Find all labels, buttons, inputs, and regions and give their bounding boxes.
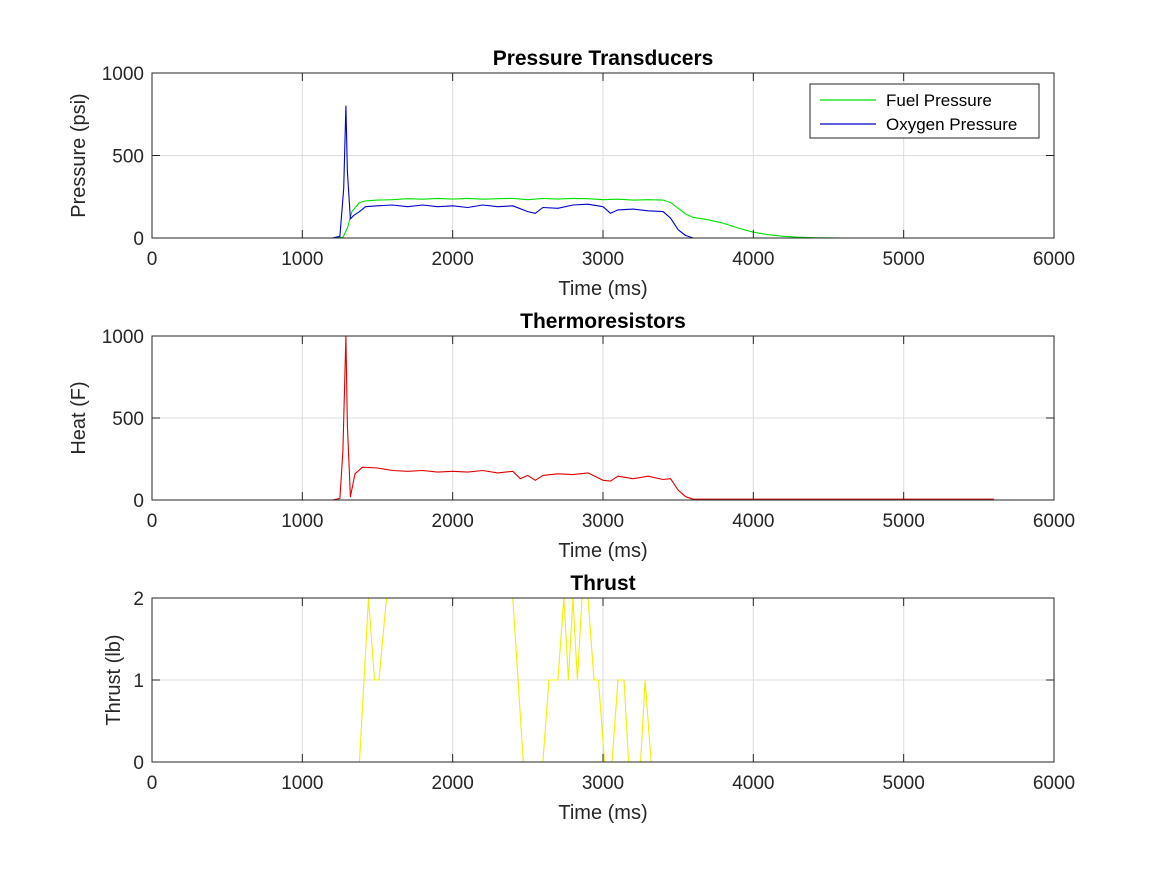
x-tick-label: 1000 bbox=[281, 773, 323, 794]
x-tick-label: 1000 bbox=[281, 511, 323, 532]
legend-box bbox=[809, 83, 1040, 139]
x-tick-label: 2000 bbox=[432, 773, 474, 794]
x-tick-label: 2000 bbox=[432, 511, 474, 532]
series-line-oxygen-pressure bbox=[152, 105, 994, 239]
x-axis-label: Time (ms) bbox=[558, 278, 647, 300]
x-tick-label: 5000 bbox=[883, 773, 925, 794]
series-line-2-1 bbox=[152, 335, 994, 501]
y-tick-label: 1000 bbox=[102, 64, 144, 85]
y-tick-label: 500 bbox=[112, 147, 144, 168]
x-tick-label: 1000 bbox=[281, 249, 323, 270]
x-tick-label: 4000 bbox=[732, 773, 774, 794]
y-tick-label: 500 bbox=[112, 409, 144, 430]
legend-entry: Fuel Pressure bbox=[886, 91, 992, 110]
y-tick-label: 1 bbox=[133, 671, 144, 692]
y-tick-label: 1000 bbox=[102, 327, 144, 348]
chart-panel-1: 0 1000 2000 3000 4000 5000 6000 0 500 1000 Pressur… bbox=[68, 47, 1075, 300]
y-tick-label: 0 bbox=[133, 491, 144, 512]
x-tick-label: 0 bbox=[147, 249, 158, 270]
chart-panel-3: 0 1000 2000 3000 4000 5000 6000 0 1 2 Thrust Time (… bbox=[103, 572, 1075, 824]
x-axis-label: Time (ms) bbox=[558, 540, 647, 562]
x-tick-label: 4000 bbox=[732, 511, 774, 532]
x-tick-label: 2000 bbox=[432, 249, 474, 270]
x-tick-label: 6000 bbox=[1033, 249, 1075, 270]
chart-title: Pressure Transducers bbox=[493, 47, 714, 70]
x-tick-label: 3000 bbox=[582, 511, 624, 532]
chart-title: Thermoresistors bbox=[520, 310, 686, 333]
y-axis-label: Thrust (lb) bbox=[103, 634, 125, 725]
legend: Fuel Pressure Oxygen Pressure bbox=[809, 83, 1040, 139]
legend-entry: Oxygen Pressure bbox=[886, 115, 1017, 134]
x-tick-label: 6000 bbox=[1033, 773, 1075, 794]
x-axis-label: Time (ms) bbox=[558, 802, 647, 824]
x-tick-label: 0 bbox=[147, 773, 158, 794]
y-axis-label: Heat (F) bbox=[68, 381, 90, 454]
chart-panel-2: 0 1000 2000 3000 4000 5000 6000 0 500 1000 Thermor… bbox=[68, 310, 1075, 562]
x-tick-label: 4000 bbox=[732, 249, 774, 270]
x-tick-label: 3000 bbox=[582, 249, 624, 270]
y-tick-label: 2 bbox=[133, 589, 144, 610]
x-tick-label: 3000 bbox=[582, 773, 624, 794]
x-tick-label: 5000 bbox=[883, 249, 925, 270]
x-tick-label: 6000 bbox=[1033, 511, 1075, 532]
x-tick-label: 0 bbox=[147, 511, 158, 532]
y-axis-label: Pressure (psi) bbox=[68, 93, 90, 217]
y-tick-label: 0 bbox=[133, 229, 144, 250]
y-tick-label: 0 bbox=[133, 753, 144, 774]
chart-title: Thrust bbox=[570, 572, 635, 595]
x-tick-label: 5000 bbox=[883, 511, 925, 532]
